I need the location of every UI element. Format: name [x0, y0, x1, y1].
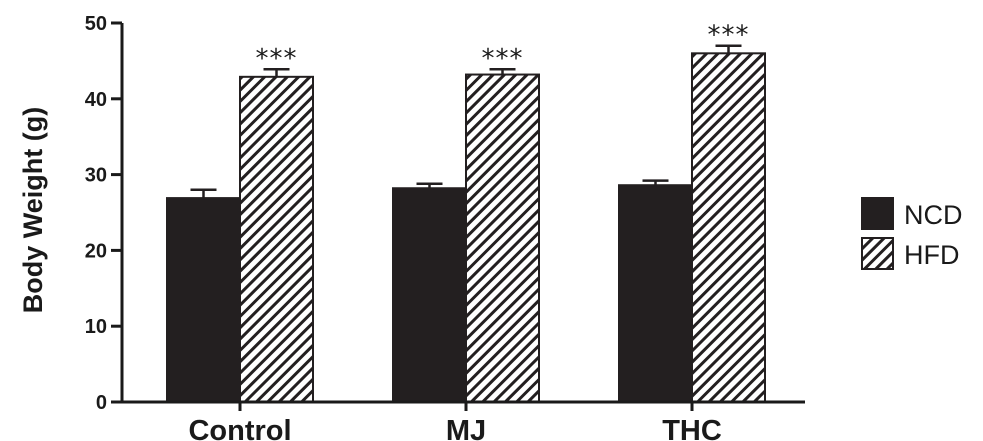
y-tick-label-20: 20 — [85, 240, 107, 262]
legend-swatch-hfd — [861, 237, 894, 270]
legend: NCD HFD — [861, 197, 963, 270]
x-tick-label-thc: THC — [662, 415, 722, 441]
significance-label-thc: *** — [708, 21, 750, 51]
bars-group: *** *** *** — [166, 21, 766, 404]
bar-ncd-control — [166, 197, 241, 403]
x-tick-label-control: Control — [188, 415, 291, 441]
bar-hfd-thc — [691, 52, 766, 403]
legend-label-hfd: HFD — [904, 240, 960, 270]
significance-label-mj: *** — [482, 44, 524, 74]
legend-label-ncd: NCD — [904, 200, 963, 230]
legend-swatch-ncd — [861, 197, 894, 230]
x-tick-label-mj: MJ — [446, 415, 486, 441]
bar-hfd-mj — [465, 73, 540, 403]
axes-group: 0 10 20 30 40 50 Control MJ THC — [85, 13, 805, 441]
y-tick-label-50: 50 — [85, 13, 107, 35]
bar-hfd-control — [239, 75, 314, 404]
significance-label-control: *** — [256, 44, 298, 74]
bar-ncd-mj — [392, 187, 467, 403]
bar-ncd-thc — [618, 184, 693, 403]
y-axis-title: Body Weight (g) — [18, 107, 48, 313]
y-tick-label-40: 40 — [85, 89, 107, 111]
y-tick-label-10: 10 — [85, 316, 107, 338]
y-tick-label-0: 0 — [96, 392, 107, 414]
y-tick-label-30: 30 — [85, 165, 107, 187]
